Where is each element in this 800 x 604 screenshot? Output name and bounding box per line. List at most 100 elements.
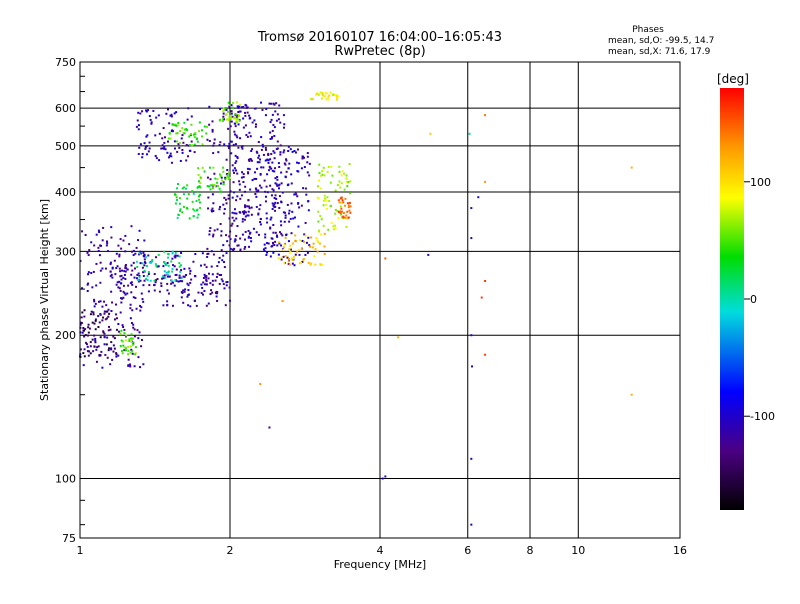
- data-point: [143, 269, 146, 272]
- data-point: [255, 177, 258, 180]
- data-point: [251, 179, 254, 182]
- data-point: [270, 118, 273, 121]
- data-point: [229, 114, 232, 117]
- data-point: [129, 365, 132, 368]
- data-point: [227, 194, 230, 197]
- data-point: [247, 229, 250, 232]
- x-tick-label: 2: [227, 544, 234, 557]
- data-point: [272, 204, 275, 207]
- data-point: [304, 187, 307, 190]
- data-point: [320, 263, 323, 266]
- colorbar-unit: [deg]: [717, 72, 749, 86]
- data-point: [269, 121, 272, 124]
- data-point: [470, 334, 473, 337]
- data-point: [167, 140, 170, 143]
- x-tick-label: 1: [77, 544, 84, 557]
- data-point: [191, 190, 194, 193]
- data-point: [213, 138, 216, 141]
- data-point: [245, 104, 248, 107]
- data-point: [89, 352, 92, 355]
- data-point: [264, 159, 267, 162]
- data-point: [176, 132, 179, 135]
- data-point: [165, 263, 168, 266]
- data-point: [276, 178, 279, 181]
- data-point: [95, 233, 98, 236]
- data-point: [334, 212, 337, 215]
- data-point: [261, 108, 264, 111]
- data-point: [121, 297, 124, 300]
- data-point: [323, 252, 326, 255]
- data-point: [94, 337, 97, 340]
- data-point: [238, 115, 241, 118]
- data-point: [281, 234, 284, 237]
- data-point: [260, 148, 263, 151]
- data-point: [155, 256, 158, 259]
- data-point: [265, 107, 268, 110]
- data-point: [163, 274, 166, 277]
- data-point: [148, 115, 151, 118]
- data-point: [141, 262, 144, 265]
- data-point: [216, 292, 219, 295]
- data-point: [279, 220, 282, 223]
- data-point: [187, 107, 190, 110]
- data-point: [99, 281, 102, 284]
- data-point: [269, 184, 272, 187]
- data-point: [97, 229, 100, 232]
- data-point: [135, 260, 138, 263]
- data-point: [152, 109, 155, 112]
- data-point: [276, 175, 279, 178]
- data-point: [226, 280, 229, 283]
- data-point: [168, 122, 171, 125]
- data-point: [181, 151, 184, 154]
- data-point: [107, 308, 110, 311]
- data-point: [234, 143, 237, 146]
- data-point: [187, 289, 190, 292]
- data-point: [167, 253, 170, 256]
- data-point: [149, 118, 152, 121]
- data-point: [312, 242, 315, 245]
- data-point: [168, 132, 171, 135]
- data-point: [274, 177, 277, 180]
- data-point: [222, 166, 225, 169]
- data-point: [259, 220, 262, 223]
- data-point: [130, 273, 133, 276]
- data-point: [309, 263, 312, 266]
- data-point: [146, 275, 149, 278]
- data-point: [110, 290, 113, 293]
- data-point: [101, 305, 104, 308]
- data-point: [153, 273, 156, 276]
- data-point: [170, 113, 173, 116]
- data-point: [331, 174, 334, 177]
- data-point: [108, 312, 111, 315]
- chart-subtitle: RwPretec (8p): [334, 44, 425, 59]
- data-point: [286, 203, 289, 206]
- data-point: [176, 254, 179, 257]
- data-point: [144, 146, 147, 149]
- data-point: [287, 240, 290, 243]
- data-point: [143, 239, 146, 242]
- data-point: [155, 157, 158, 160]
- data-point: [277, 184, 280, 187]
- data-point: [235, 121, 238, 124]
- data-point: [111, 276, 114, 279]
- data-point: [211, 207, 214, 210]
- data-point: [270, 194, 273, 197]
- data-point: [115, 355, 118, 358]
- data-point: [334, 227, 337, 230]
- data-point: [203, 290, 206, 293]
- data-point: [226, 169, 229, 172]
- data-point: [231, 115, 234, 118]
- data-point: [170, 115, 173, 118]
- data-point: [222, 261, 225, 264]
- data-point: [327, 165, 330, 168]
- data-point: [139, 309, 142, 312]
- data-point: [267, 242, 270, 245]
- data-point: [175, 198, 178, 201]
- data-point: [154, 134, 157, 137]
- data-point: [173, 112, 176, 115]
- data-point: [238, 110, 241, 113]
- data-point: [138, 229, 141, 232]
- data-point: [225, 234, 228, 237]
- data-point: [98, 231, 101, 234]
- data-point: [329, 91, 332, 94]
